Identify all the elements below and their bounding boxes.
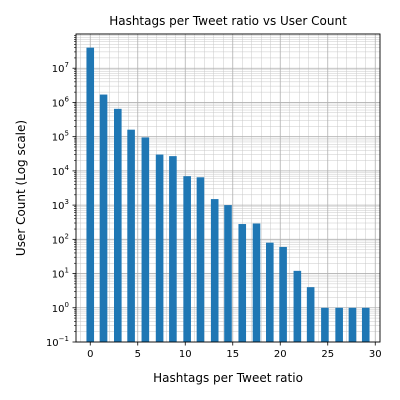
bar xyxy=(321,308,329,342)
bar xyxy=(253,224,261,342)
bar xyxy=(238,224,246,342)
bar xyxy=(211,199,219,342)
chart-title: Hashtags per Tweet ratio vs User Count xyxy=(109,14,347,28)
x-tick-label: 5 xyxy=(135,349,141,360)
bar xyxy=(294,271,302,342)
bar xyxy=(169,156,177,342)
bar xyxy=(86,48,94,342)
x-axis-label: Hashtags per Tweet ratio xyxy=(153,371,303,385)
bar xyxy=(279,247,287,342)
x-tick-label: 20 xyxy=(274,349,287,360)
bar xyxy=(156,155,164,342)
bar xyxy=(349,308,357,342)
x-tick-label: 15 xyxy=(226,349,239,360)
bar xyxy=(335,308,343,342)
bar xyxy=(266,243,274,342)
bar xyxy=(114,109,122,342)
bar xyxy=(183,176,191,342)
x-tick-label: 0 xyxy=(87,349,93,360)
bar xyxy=(307,287,315,342)
x-tick-label: 10 xyxy=(179,349,192,360)
bar xyxy=(224,205,232,342)
bar xyxy=(142,137,150,342)
bar xyxy=(197,177,205,342)
y-axis-label: User Count (Log scale) xyxy=(14,120,28,256)
bar xyxy=(362,308,370,342)
x-tick-label: 25 xyxy=(321,349,334,360)
bar xyxy=(127,130,135,342)
bar xyxy=(100,95,108,342)
x-tick-label: 30 xyxy=(369,349,382,360)
